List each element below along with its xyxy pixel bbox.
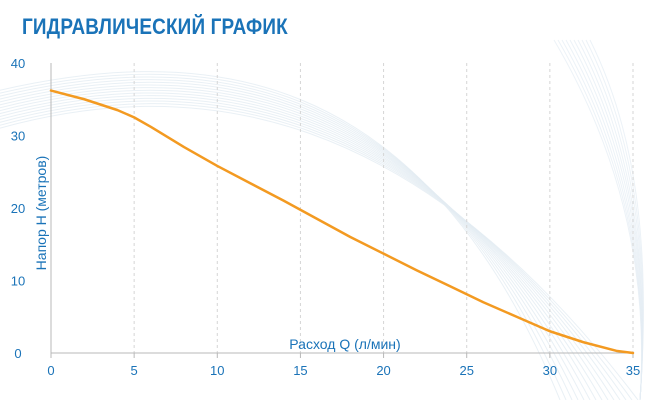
x-tick-label: 0 (47, 363, 54, 378)
x-tick-labels: 0 5 10 15 20 25 30 35 (47, 363, 640, 378)
swoosh-line (553, 39, 643, 400)
swoosh-line (0, 89, 603, 400)
x-axis-label: Расход Q (л/мин) (289, 336, 400, 352)
swoosh-line (0, 79, 579, 400)
x-tick-label: 10 (210, 363, 224, 378)
x-tick-label: 20 (376, 363, 390, 378)
y-tick-label: 40 (11, 56, 25, 71)
swoosh-line (0, 84, 591, 400)
x-tick-label: 30 (543, 363, 557, 378)
swoosh-line (0, 76, 573, 400)
swoosh-line (0, 92, 609, 400)
y-tick-labels: 0 10 20 30 40 (11, 56, 25, 361)
x-tick-label: 5 (131, 363, 138, 378)
swoosh-line (0, 97, 621, 400)
grid-lines (133, 63, 634, 353)
swoosh-line (0, 105, 639, 400)
x-tick-label: 15 (293, 363, 307, 378)
y-tick-label: 0 (14, 346, 21, 361)
swoosh-line (0, 81, 585, 400)
series-line (49, 89, 635, 355)
y-tick-label: 30 (11, 129, 25, 144)
y-axis-label: Напор H (метров) (33, 156, 49, 271)
x-tick-label: 35 (626, 363, 640, 378)
y-tick-label: 10 (11, 274, 25, 289)
swoosh-line (0, 103, 633, 400)
chart-title: ГИДРАВЛИЧЕСКИЙ ГРАФИК (22, 14, 288, 39)
swoosh-line (0, 95, 615, 400)
y-tick-label: 20 (11, 201, 25, 216)
swoosh-line (0, 100, 627, 400)
swoosh-line (0, 73, 567, 400)
x-tick-label: 25 (459, 363, 473, 378)
series-group (49, 89, 635, 355)
swoosh-line (0, 87, 597, 400)
x-axis (50, 352, 634, 358)
